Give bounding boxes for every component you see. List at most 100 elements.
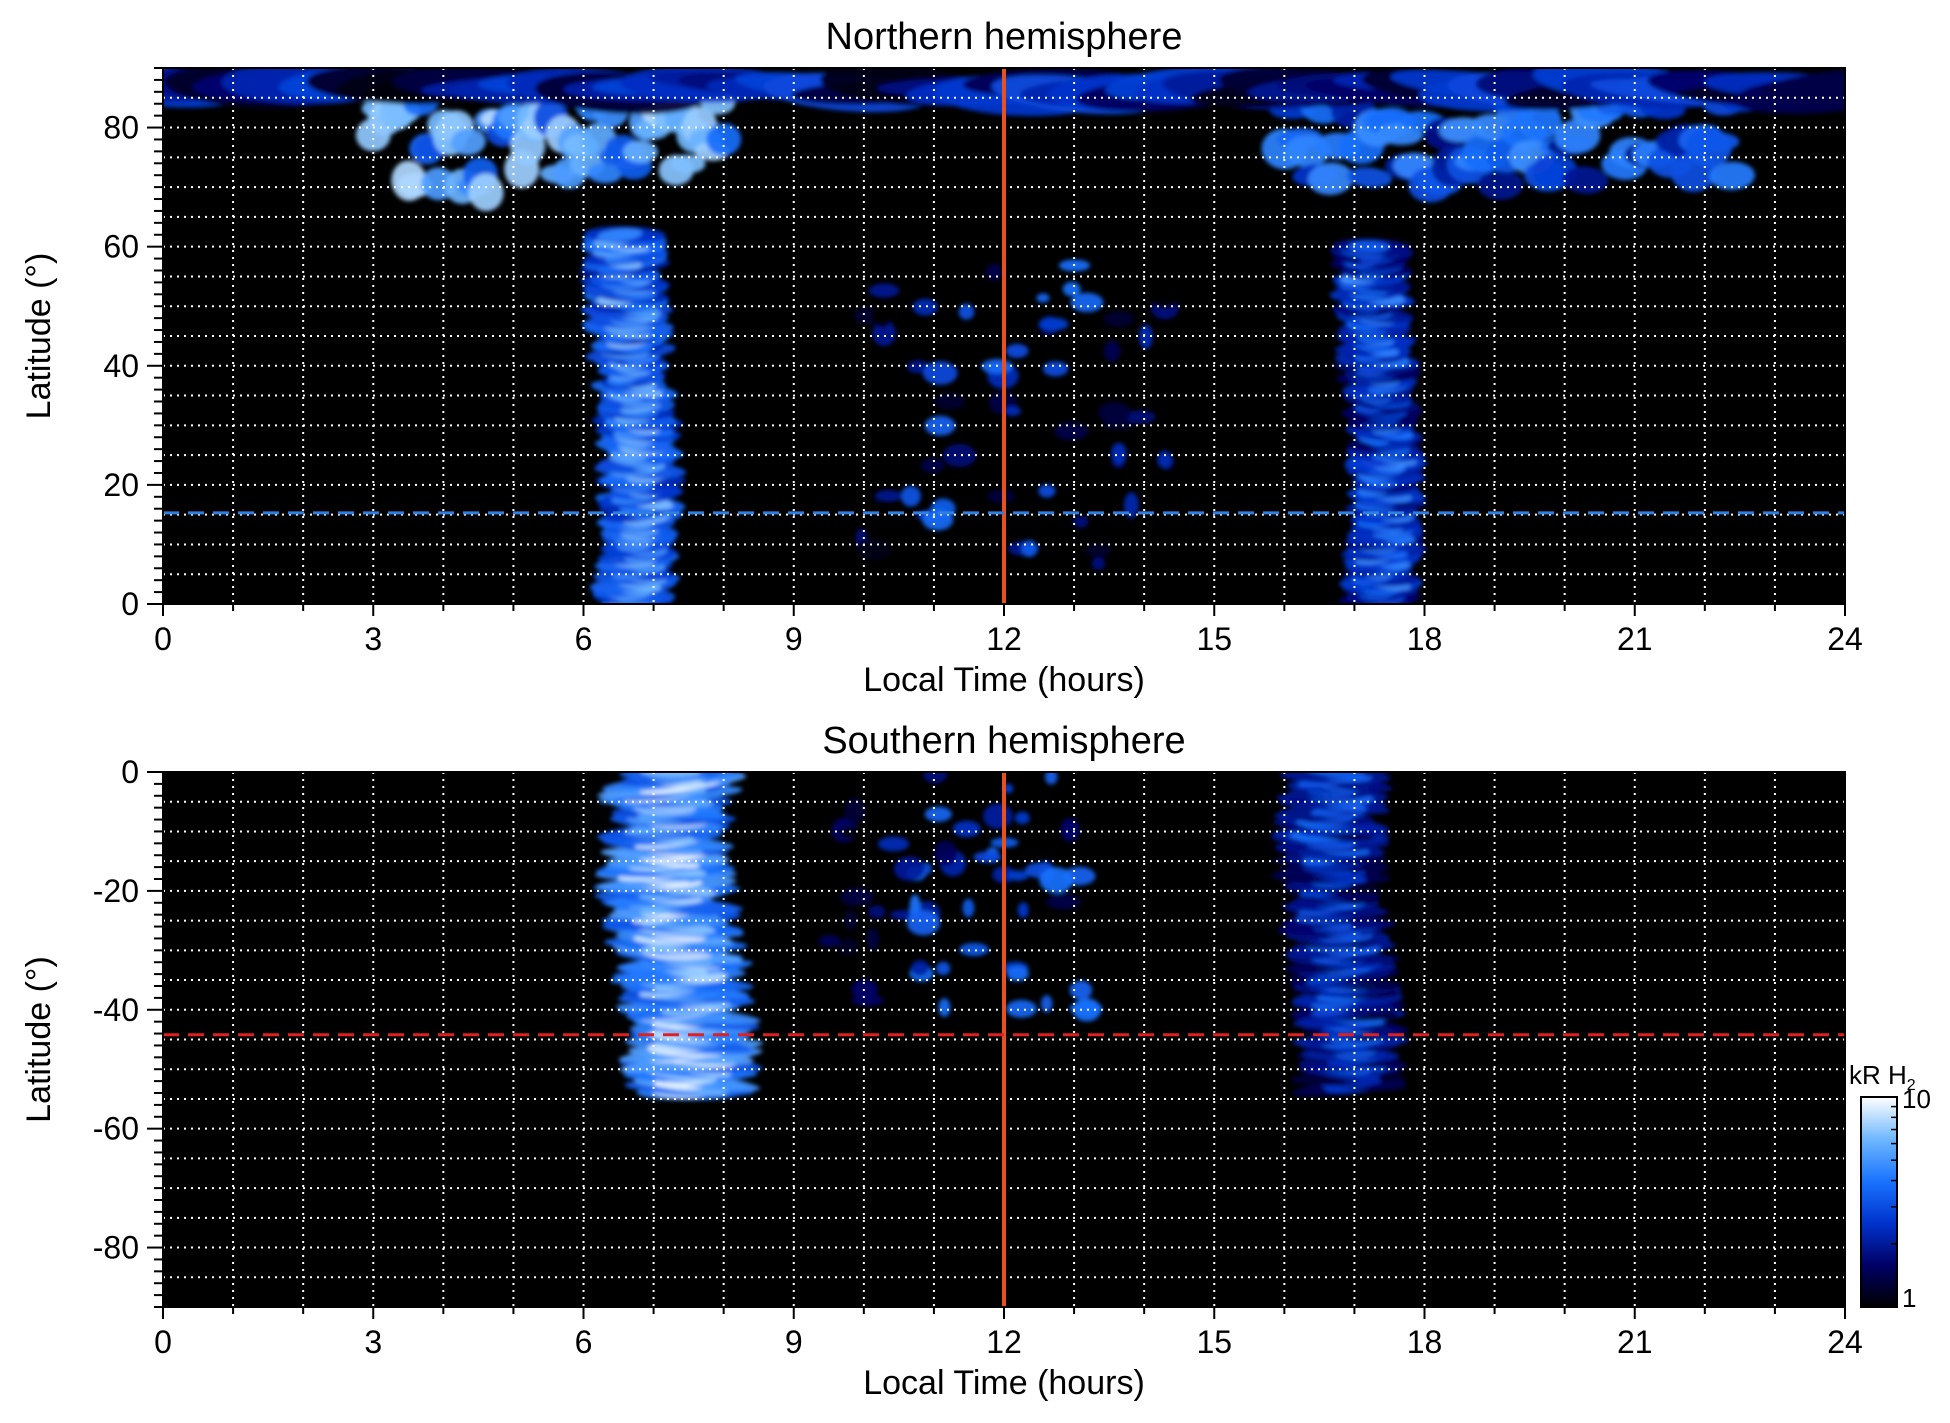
emission-patch xyxy=(670,154,706,174)
emission-patch xyxy=(933,840,958,866)
x-tick-label: 24 xyxy=(1827,621,1863,657)
emission-patch xyxy=(1062,281,1081,297)
emission-patch xyxy=(1477,169,1524,200)
emission-patch xyxy=(1072,998,1102,1022)
x-axis-label: Local Time (hours) xyxy=(863,1364,1145,1402)
y-axis-label: Latitude (°) xyxy=(20,253,58,420)
emission-patch xyxy=(1562,166,1609,194)
y-tick-label: -60 xyxy=(93,1111,139,1147)
emission-patch xyxy=(962,898,975,918)
y-tick-label: 60 xyxy=(103,229,139,265)
emission-patch xyxy=(837,938,858,956)
emission-patch xyxy=(1005,999,1037,1018)
emission-patch xyxy=(921,458,945,473)
emission-patch xyxy=(1036,293,1050,303)
emission-patch xyxy=(1091,557,1105,570)
southern-hemisphere-panel: 0 3 6 9 12 15 18 21 24 Local Time (hours) 0 -20 -40 -… xyxy=(20,720,1863,1402)
x-axis: 0 3 6 9 12 15 18 21 24 Local Time (hours) xyxy=(154,1307,1863,1402)
emission-patch xyxy=(1041,995,1053,1013)
emission-patch xyxy=(936,961,951,976)
emission-patch xyxy=(938,998,951,1017)
emission-patch xyxy=(1060,818,1080,842)
x-tick-label: 18 xyxy=(1407,621,1443,657)
emission-patch xyxy=(845,497,880,513)
emission-patch xyxy=(1006,966,1029,982)
x-axis-label: Local Time (hours) xyxy=(863,661,1145,699)
emission-patch xyxy=(587,162,623,184)
emission-patch xyxy=(1046,893,1081,910)
x-tick-label: 15 xyxy=(1196,621,1232,657)
emission-patch xyxy=(874,490,902,502)
x-tick-label: 0 xyxy=(154,1324,172,1360)
emission-patch xyxy=(923,772,948,784)
emission-patch xyxy=(623,140,658,164)
emission-patch xyxy=(983,803,1013,829)
emission-patch xyxy=(840,772,870,784)
x-tick-label: 24 xyxy=(1827,1324,1863,1360)
emission-patch xyxy=(952,820,981,838)
y-tick-label: 80 xyxy=(103,110,139,146)
emission-patch xyxy=(1021,540,1038,558)
y-tick-label: 40 xyxy=(103,348,139,384)
emission-patch xyxy=(1017,902,1029,919)
x-tick-label: 9 xyxy=(785,1324,803,1360)
emission-patch xyxy=(973,851,1002,863)
emission-patch xyxy=(922,361,958,385)
y-axis: 0 -20 -40 -60 -80 Latitude (°) xyxy=(20,754,163,1308)
emission-patch xyxy=(450,128,486,156)
emission-patch xyxy=(866,928,879,950)
emission-patch xyxy=(1103,311,1135,327)
x-tick-label: 21 xyxy=(1617,1324,1653,1360)
emission-patch xyxy=(1072,515,1089,528)
y-tick-label: 0 xyxy=(121,754,139,790)
colorbar-min-label: 1 xyxy=(1902,1283,1916,1313)
y-tick-label: -20 xyxy=(93,873,139,909)
x-tick-label: 21 xyxy=(1617,621,1653,657)
emission-patch xyxy=(1005,343,1029,358)
emission-patch xyxy=(877,836,910,852)
emission-patch xyxy=(942,443,977,468)
emission-patch xyxy=(597,228,643,242)
emission-patch xyxy=(880,370,902,383)
emission-patch xyxy=(1042,361,1069,377)
x-tick-label: 0 xyxy=(154,621,172,657)
emission-patch xyxy=(1104,340,1121,362)
heatmap-cells xyxy=(593,772,1409,1101)
emission-patch xyxy=(1069,980,1093,1000)
colorbar-bar xyxy=(1860,1096,1898,1308)
emission-patch xyxy=(1014,811,1030,825)
emission-patch xyxy=(912,298,938,316)
emission-patch xyxy=(1346,167,1393,188)
emission-patch xyxy=(818,935,841,947)
colorbar-label: kR H2 xyxy=(1849,1060,1916,1094)
x-tick-label: 15 xyxy=(1196,1324,1232,1360)
emission-patch xyxy=(1038,317,1069,331)
emission-patch xyxy=(1054,422,1089,441)
x-axis: 0 3 6 9 12 15 18 21 24 Local Time (hours) xyxy=(154,604,1863,699)
emission-patch xyxy=(893,856,925,881)
colorbar-max-label: 10 xyxy=(1902,1084,1931,1114)
emission-patch xyxy=(868,283,900,298)
emission-patch xyxy=(840,888,874,906)
colorbar-label-main: kR H xyxy=(1849,1060,1907,1090)
emission-patch xyxy=(1039,867,1074,894)
emission-patch xyxy=(1098,402,1131,424)
x-tick-label: 12 xyxy=(986,1324,1022,1360)
emission-patch xyxy=(1709,161,1755,191)
emission-patch xyxy=(1138,324,1153,350)
emission-patch xyxy=(910,960,930,977)
emission-patch xyxy=(900,485,921,507)
emission-patch xyxy=(839,826,864,839)
x-tick-label: 3 xyxy=(364,1324,382,1360)
northern-hemisphere-panel: 0 3 6 9 12 15 18 21 24 Local Time (hours) 0 20 40 60 8… xyxy=(20,16,1863,699)
emission-patch xyxy=(958,303,975,320)
emission-patch xyxy=(1125,410,1156,424)
emission-patch xyxy=(856,538,891,561)
y-tick-label: -80 xyxy=(93,1230,139,1266)
emission-patch xyxy=(1761,68,1845,101)
y-tick-label: 20 xyxy=(103,467,139,503)
emission-patch xyxy=(1280,772,1395,780)
emission-patch xyxy=(924,806,952,822)
